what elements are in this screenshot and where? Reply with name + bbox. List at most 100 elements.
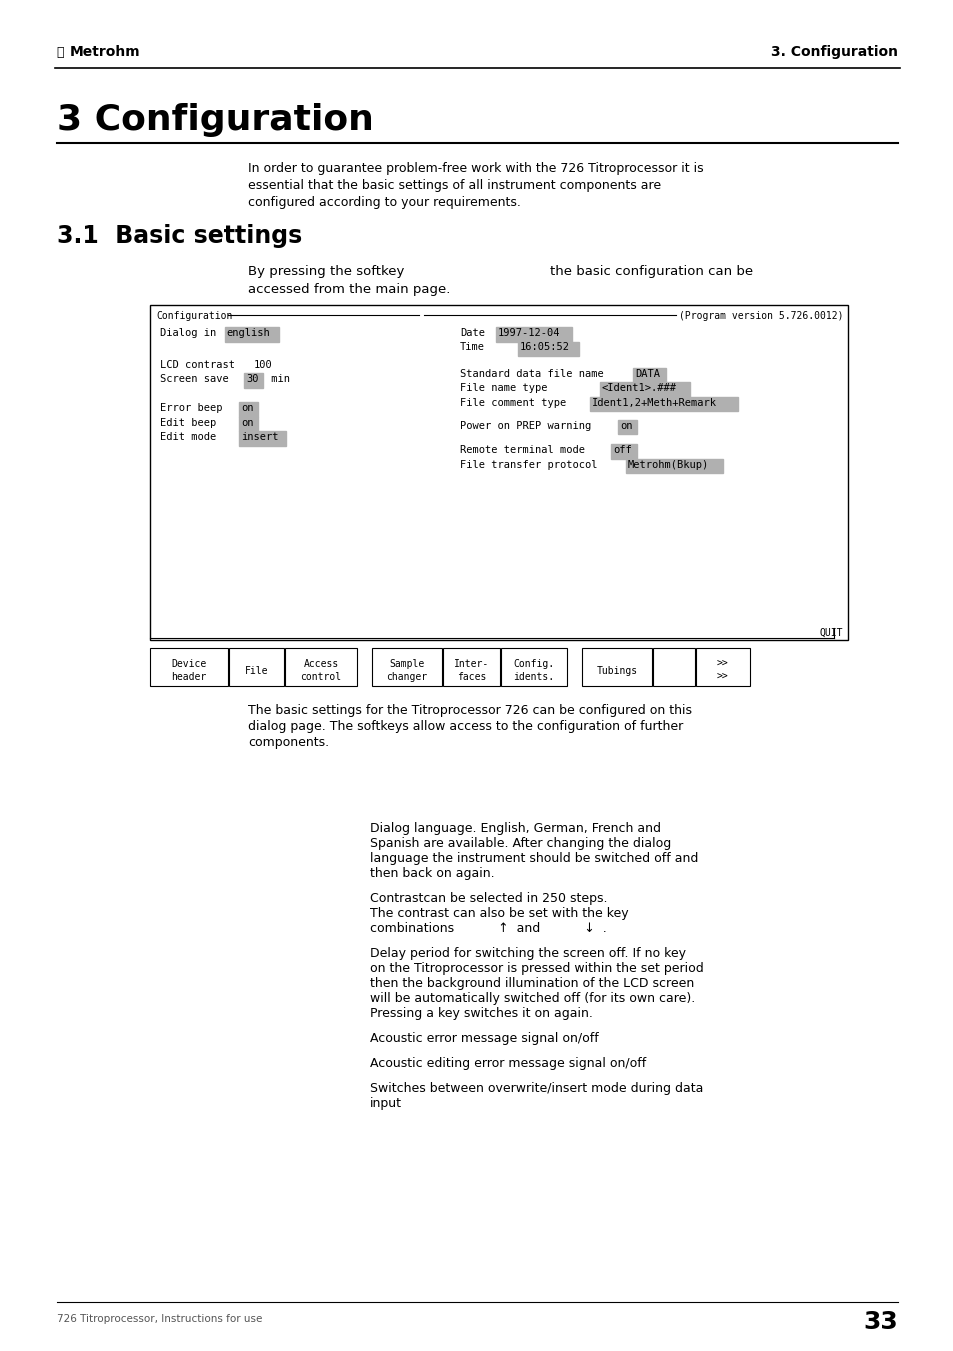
Text: Contrastcan be selected in 250 steps.: Contrastcan be selected in 250 steps. <box>370 892 607 905</box>
Text: english: english <box>227 328 271 338</box>
Text: Tubings: Tubings <box>596 666 637 676</box>
Text: File name type: File name type <box>459 384 547 393</box>
Text: File: File <box>245 666 268 676</box>
Bar <box>652 648 695 686</box>
Text: Acoustic error message signal on/off: Acoustic error message signal on/off <box>370 1032 598 1046</box>
Text: accessed from the main page.: accessed from the main page. <box>248 282 450 296</box>
Text: input: input <box>370 1097 401 1111</box>
Bar <box>239 431 286 446</box>
Bar <box>632 367 665 382</box>
Text: Config.: Config. <box>513 659 554 669</box>
Text: Inter-: Inter- <box>454 659 489 669</box>
Text: min: min <box>265 374 290 385</box>
Bar <box>618 420 637 434</box>
Text: on: on <box>619 420 632 431</box>
Bar <box>517 342 578 357</box>
Text: Spanish are available. After changing the dialog: Spanish are available. After changing th… <box>370 838 671 850</box>
Text: 1997-12-04: 1997-12-04 <box>497 328 560 338</box>
Text: header: header <box>172 671 207 682</box>
Text: 16:05:52: 16:05:52 <box>519 343 569 353</box>
Text: Configuration: Configuration <box>156 311 233 322</box>
Bar <box>696 648 749 686</box>
Text: 3. Configuration: 3. Configuration <box>770 45 897 59</box>
Text: on: on <box>241 417 253 428</box>
Text: Access: Access <box>303 659 338 669</box>
Bar <box>150 305 847 640</box>
Text: 100: 100 <box>253 359 272 370</box>
Text: ⚿: ⚿ <box>56 46 64 58</box>
Text: Edit beep: Edit beep <box>160 417 216 428</box>
Bar <box>496 327 572 342</box>
Text: QUIT: QUIT <box>819 628 842 638</box>
Text: Power on PREP warning: Power on PREP warning <box>459 420 591 431</box>
Text: then the background illumination of the LCD screen: then the background illumination of the … <box>370 977 694 990</box>
Text: language the instrument should be switched off and: language the instrument should be switch… <box>370 852 698 865</box>
Text: In order to guarantee problem-free work with the 726 Titroprocessor it is: In order to guarantee problem-free work … <box>248 162 703 176</box>
Text: 3 Configuration: 3 Configuration <box>57 103 374 136</box>
Text: then back on again.: then back on again. <box>370 867 494 880</box>
Bar <box>581 648 651 686</box>
Text: essential that the basic settings of all instrument components are: essential that the basic settings of all… <box>248 178 660 192</box>
Text: File transfer protocol: File transfer protocol <box>459 459 597 470</box>
Text: By pressing the softkey: By pressing the softkey <box>248 265 404 278</box>
Text: Sample: Sample <box>389 659 424 669</box>
Text: Delay period for switching the screen off. If no key: Delay period for switching the screen of… <box>370 947 685 961</box>
Text: The basic settings for the Titroprocessor 726 can be configured on this: The basic settings for the Titroprocesso… <box>248 704 691 717</box>
Text: Standard data file name: Standard data file name <box>459 369 603 378</box>
Text: Remote terminal mode: Remote terminal mode <box>459 446 584 455</box>
Text: combinations           ↑  and           ↓  .: combinations ↑ and ↓ . <box>370 921 606 935</box>
Text: idents.: idents. <box>513 671 554 682</box>
Text: 30: 30 <box>246 374 258 385</box>
Text: Device: Device <box>172 659 207 669</box>
Text: 3.1  Basic settings: 3.1 Basic settings <box>57 224 302 249</box>
Text: configured according to your requirements.: configured according to your requirement… <box>248 196 520 209</box>
Text: Metrohm: Metrohm <box>70 45 140 59</box>
Bar <box>229 648 284 686</box>
Bar <box>239 417 257 431</box>
Text: components.: components. <box>248 736 329 748</box>
Bar <box>150 648 228 686</box>
Text: Pressing a key switches it on again.: Pressing a key switches it on again. <box>370 1006 592 1020</box>
Text: Switches between overwrite/insert mode during data: Switches between overwrite/insert mode d… <box>370 1082 702 1096</box>
Text: Dialog in: Dialog in <box>160 328 216 338</box>
Text: Acoustic editing error message signal on/off: Acoustic editing error message signal on… <box>370 1056 645 1070</box>
Text: DATA: DATA <box>634 369 659 378</box>
Text: Error beep: Error beep <box>160 404 222 413</box>
Text: control: control <box>300 671 341 682</box>
Text: (Program version 5.726.0012): (Program version 5.726.0012) <box>679 311 843 322</box>
Text: on: on <box>241 404 253 413</box>
Bar <box>500 648 566 686</box>
Bar <box>589 397 737 411</box>
Text: Dialog language. English, German, French and: Dialog language. English, German, French… <box>370 821 660 835</box>
Text: will be automatically switched off (for its own care).: will be automatically switched off (for … <box>370 992 695 1005</box>
Bar <box>239 403 257 417</box>
Text: on the Titroprocessor is pressed within the set period: on the Titroprocessor is pressed within … <box>370 962 703 975</box>
Bar <box>372 648 441 686</box>
Text: >>: >> <box>717 671 728 682</box>
Bar <box>611 444 637 459</box>
Text: Screen save: Screen save <box>160 374 229 385</box>
Text: faces: faces <box>456 671 486 682</box>
Text: The contrast can also be set with the key: The contrast can also be set with the ke… <box>370 907 628 920</box>
Text: <Ident1>.###: <Ident1>.### <box>601 384 677 393</box>
Text: Time: Time <box>459 343 484 353</box>
Text: off: off <box>613 446 631 455</box>
Text: dialog page. The softkeys allow access to the configuration of further: dialog page. The softkeys allow access t… <box>248 720 682 734</box>
Text: File comment type: File comment type <box>459 397 566 408</box>
Text: Edit mode: Edit mode <box>160 432 216 442</box>
Text: 33: 33 <box>862 1310 897 1333</box>
Text: Ident1,2+Meth+Remark: Ident1,2+Meth+Remark <box>591 397 716 408</box>
Text: Date: Date <box>459 328 484 338</box>
Text: >>: >> <box>717 659 728 669</box>
Bar <box>244 373 262 388</box>
Bar <box>285 648 356 686</box>
Bar <box>442 648 499 686</box>
Bar <box>599 382 690 397</box>
Text: changer: changer <box>386 671 427 682</box>
Text: insert: insert <box>241 432 278 442</box>
Bar <box>225 327 279 342</box>
Text: the basic configuration can be: the basic configuration can be <box>550 265 752 278</box>
Text: Metrohm(Bkup): Metrohm(Bkup) <box>627 459 708 470</box>
Bar <box>625 459 722 473</box>
Text: 726 Titroprocessor, Instructions for use: 726 Titroprocessor, Instructions for use <box>57 1315 262 1324</box>
